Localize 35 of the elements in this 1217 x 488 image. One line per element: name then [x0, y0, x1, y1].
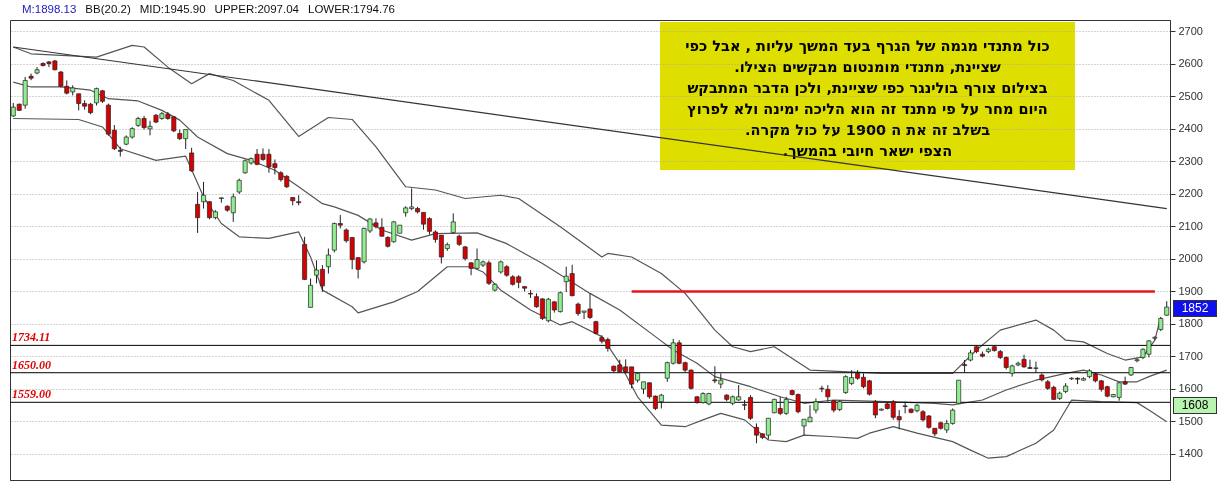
y-tick-label: 1400 [1178, 447, 1203, 460]
text: BB(20.2) [85, 3, 131, 15]
y-tick-label: 1800 [1178, 317, 1203, 330]
candlestick [902, 401, 908, 414]
text: MID:1945.90 [139, 3, 206, 15]
note-box: כול מתנדי מגמה של הגרף בעד המשך עליות , אבל כפי שציינת, מתנדי מומנטום מבקשים הצילו. בצילום צורף בולינגר כפי שציינת, ולכן הדבר המתבקש היום מחר על פי מתנד זה הוא הליכה ימינה ולא לפרוץ בשלב זה את ה 1900 על כול מקרה. הצפי ישאר חיובי בהמשך. [660, 22, 1075, 170]
ref-line-label: 1559.00 [12, 387, 51, 402]
y-tick-label: 2600 [1178, 57, 1203, 70]
y-tick-label: 2400 [1178, 122, 1203, 135]
text: 1608 [1173, 397, 1217, 414]
y-tick-label: 2000 [1178, 252, 1203, 265]
candlestick [189, 147, 195, 173]
candlestick [956, 379, 962, 405]
y-tick-label: 2500 [1178, 89, 1203, 102]
candlestick [379, 217, 385, 238]
ref-line-label: 1650.00 [12, 357, 51, 372]
text: LOWER:1794.76 [308, 3, 395, 15]
y-tick-label: 1700 [1178, 349, 1203, 362]
candlestick [308, 277, 313, 308]
y-tick-label: 1500 [1178, 414, 1203, 427]
candlestick [195, 191, 201, 234]
y-tick-label: 1600 [1178, 382, 1203, 395]
candlestick [325, 248, 331, 275]
text: 1852 [1173, 300, 1217, 317]
y-tick-label: 2300 [1178, 154, 1203, 167]
y-tick-label: 2100 [1178, 219, 1203, 232]
candlestick [1134, 357, 1140, 363]
candlestick [450, 212, 456, 235]
y-tick-label: 2700 [1178, 24, 1203, 37]
ref-line-label: 1734.11 [12, 330, 51, 345]
y-tick-label: 1900 [1178, 284, 1203, 297]
text: M:1898.13 [22, 3, 77, 15]
y-tick-label: 2200 [1178, 187, 1203, 200]
line-series [12, 81, 1168, 406]
text: UPPER:2097.04 [214, 3, 299, 15]
